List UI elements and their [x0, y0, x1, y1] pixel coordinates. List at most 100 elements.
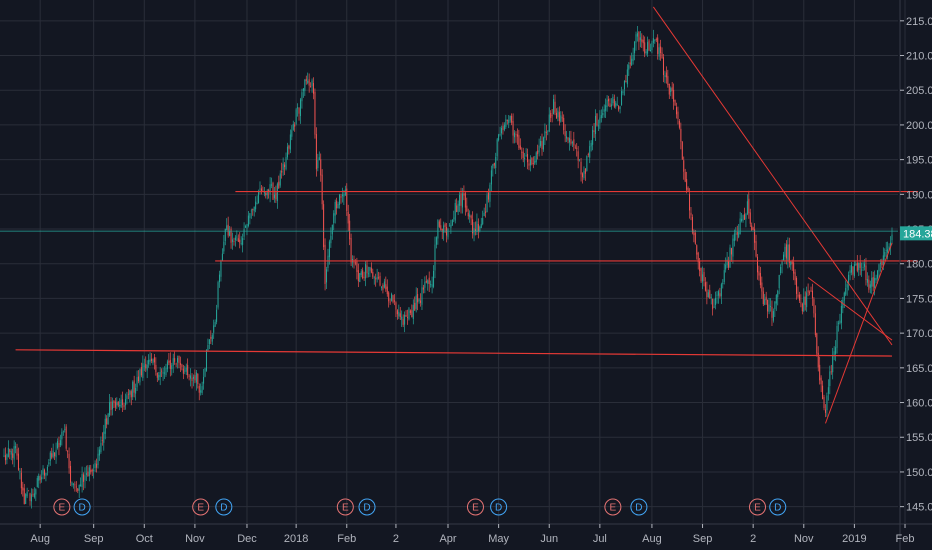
time-axis[interactable]: Aug Sep Oct Nov Dec 2018 Feb 2 Apr May Jun Jul Aug Se…	[30, 524, 915, 545]
candle	[146, 360, 148, 379]
candle	[427, 279, 429, 291]
candle	[301, 88, 303, 109]
candle	[103, 424, 105, 451]
candle	[375, 273, 377, 287]
candle	[25, 493, 27, 505]
candle	[282, 157, 284, 176]
candle	[65, 424, 67, 452]
candle	[435, 236, 437, 249]
candle-body	[97, 453, 99, 466]
candle-body	[6, 454, 8, 460]
candle-body	[531, 157, 533, 165]
candle	[700, 267, 702, 284]
candle-body	[855, 263, 857, 266]
candle	[811, 283, 813, 306]
price-tick-label: 165.00	[906, 363, 932, 375]
candle	[271, 177, 273, 189]
candle-body	[563, 117, 565, 131]
candle-body	[256, 203, 258, 205]
candle	[487, 188, 490, 203]
candle-body	[856, 262, 858, 271]
candle-body	[810, 290, 812, 292]
earnings-event-icon[interactable]: E	[604, 498, 622, 516]
candle-body	[830, 371, 832, 373]
candle-body	[884, 251, 886, 257]
candle	[171, 362, 173, 376]
candle	[142, 355, 144, 381]
candle-body	[284, 164, 286, 168]
candle	[279, 170, 281, 188]
earnings-event-icon[interactable]: E	[53, 498, 71, 516]
candle-body	[317, 160, 319, 169]
candle	[28, 490, 30, 492]
candle	[619, 105, 621, 114]
candle-body	[490, 170, 492, 185]
candle-body	[448, 225, 450, 227]
earnings-event-icon[interactable]: E	[336, 498, 354, 516]
candle	[353, 255, 355, 269]
earnings-event-icon[interactable]: E	[466, 498, 484, 516]
time-tick-label: 2019	[842, 533, 866, 545]
candle-body	[289, 134, 291, 150]
candle-body	[38, 476, 40, 481]
candle	[304, 78, 306, 96]
candle-body	[754, 229, 756, 243]
earnings-event-icon[interactable]: E	[192, 498, 210, 516]
candle-body	[415, 295, 417, 309]
dividend-event-icon[interactable]: D	[630, 498, 648, 516]
candle	[273, 187, 275, 203]
candle	[404, 311, 406, 333]
candle	[77, 488, 79, 494]
candle-body	[35, 489, 37, 495]
candle	[749, 208, 751, 227]
candle	[774, 301, 776, 318]
candle-body	[223, 241, 225, 252]
candle-body	[39, 476, 41, 481]
candle-body	[853, 264, 855, 277]
candle	[764, 294, 766, 306]
price-tick-label: 180.00	[906, 259, 932, 271]
candle	[438, 219, 440, 229]
candle	[409, 309, 411, 316]
candle-body	[101, 440, 103, 442]
candle-body	[587, 154, 589, 156]
candle-body	[764, 299, 766, 305]
candle-body	[54, 452, 56, 457]
candle	[531, 157, 533, 166]
candle	[97, 447, 99, 469]
time-tick-label: Nov	[794, 533, 814, 545]
price-axis[interactable]: 215.00210.00205.00200.00195.00190.00185.…	[900, 16, 932, 514]
candle	[875, 274, 877, 284]
candle-body	[527, 154, 529, 163]
candle	[878, 263, 880, 279]
earnings-event-icon[interactable]: E	[748, 498, 766, 516]
dividend-event-icon[interactable]: D	[215, 498, 233, 516]
candle-body	[566, 136, 568, 139]
candle-body	[302, 88, 304, 91]
candle-body	[373, 277, 375, 279]
candle	[861, 262, 863, 277]
candle	[871, 271, 873, 294]
candle	[336, 197, 338, 215]
candle	[117, 401, 119, 408]
candle-body	[52, 450, 54, 457]
dividend-event-icon[interactable]: D	[73, 498, 91, 516]
event-label: D	[495, 503, 502, 514]
candle-body	[227, 224, 229, 236]
candle	[557, 107, 559, 122]
candle	[116, 397, 118, 409]
candle	[420, 293, 422, 307]
candle-body	[759, 273, 761, 286]
drawings[interactable]	[0, 6, 919, 424]
candle-body	[858, 263, 860, 271]
candle-body	[208, 339, 210, 345]
candle-body	[431, 284, 433, 287]
dividend-event-icon[interactable]: D	[769, 498, 787, 516]
candle-body	[696, 245, 698, 255]
candle-body	[204, 368, 206, 377]
dividend-event-icon[interactable]: D	[358, 498, 376, 516]
dividend-event-icon[interactable]: D	[490, 498, 508, 516]
